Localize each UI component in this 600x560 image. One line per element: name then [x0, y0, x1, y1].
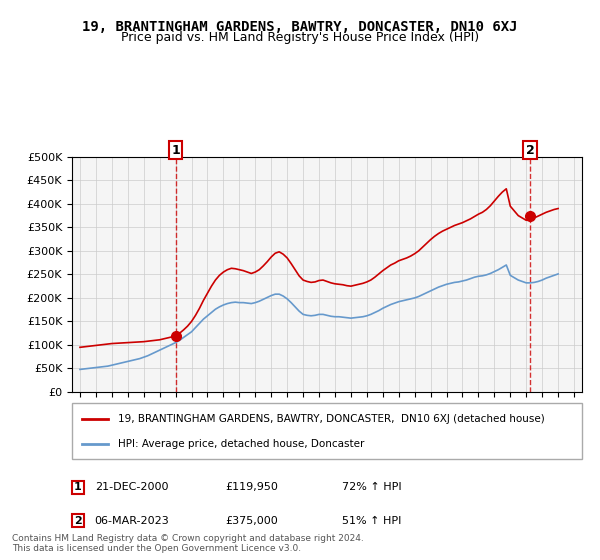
- Text: 2: 2: [526, 144, 535, 157]
- Text: £119,950: £119,950: [226, 482, 278, 492]
- Text: 06-MAR-2023: 06-MAR-2023: [95, 516, 169, 526]
- Text: 2: 2: [74, 516, 82, 526]
- Text: HPI: Average price, detached house, Doncaster: HPI: Average price, detached house, Donc…: [118, 438, 364, 449]
- Text: Contains HM Land Registry data © Crown copyright and database right 2024.
This d: Contains HM Land Registry data © Crown c…: [12, 534, 364, 553]
- FancyBboxPatch shape: [72, 403, 582, 459]
- Text: 1: 1: [171, 144, 180, 157]
- Text: 72% ↑ HPI: 72% ↑ HPI: [342, 482, 402, 492]
- Text: 21-DEC-2000: 21-DEC-2000: [95, 482, 169, 492]
- Text: £375,000: £375,000: [226, 516, 278, 526]
- Text: 19, BRANTINGHAM GARDENS, BAWTRY, DONCASTER, DN10 6XJ: 19, BRANTINGHAM GARDENS, BAWTRY, DONCAST…: [82, 20, 518, 34]
- Text: 1: 1: [74, 482, 82, 492]
- Text: 19, BRANTINGHAM GARDENS, BAWTRY, DONCASTER,  DN10 6XJ (detached house): 19, BRANTINGHAM GARDENS, BAWTRY, DONCAST…: [118, 414, 545, 424]
- Text: Price paid vs. HM Land Registry's House Price Index (HPI): Price paid vs. HM Land Registry's House …: [121, 31, 479, 44]
- Text: 51% ↑ HPI: 51% ↑ HPI: [343, 516, 401, 526]
